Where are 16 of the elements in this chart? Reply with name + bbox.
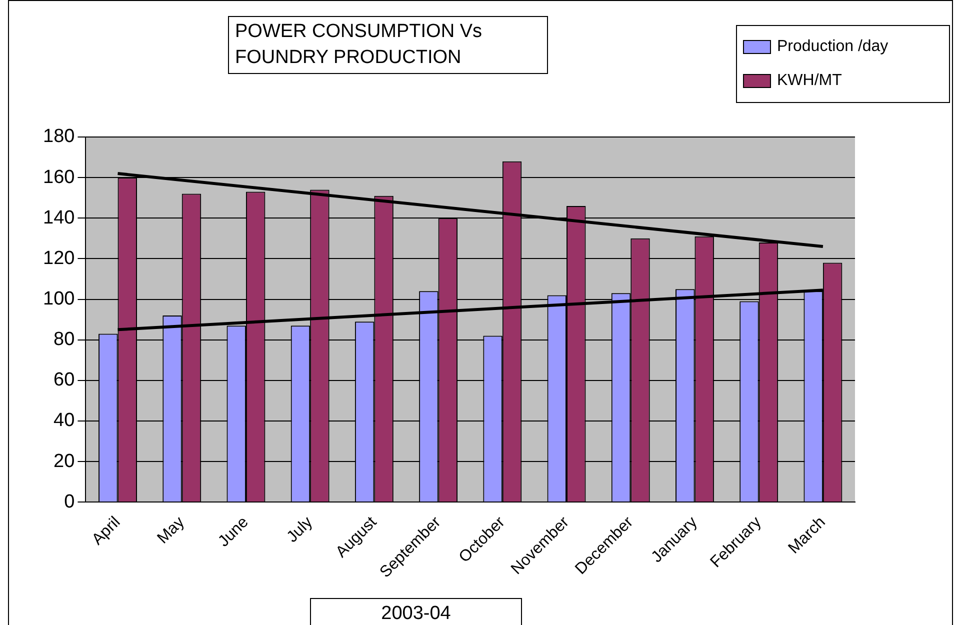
- y-tick-label: 0: [64, 491, 75, 512]
- x-axis-title: 2003-04: [310, 598, 522, 625]
- legend-label: KWH/MT: [777, 72, 842, 90]
- y-tick-label: 40: [54, 410, 75, 432]
- y-tick-label: 160: [43, 166, 75, 188]
- x-tick-label: July: [284, 514, 316, 546]
- y-tick-label: 120: [43, 248, 75, 269]
- y-tick-label: 20: [54, 450, 75, 472]
- y-tick-label: 100: [43, 288, 75, 310]
- y-tick-label: 180: [43, 126, 75, 148]
- y-tick-label: 60: [54, 370, 75, 391]
- chart-title: POWER CONSUMPTION Vs FOUNDRY PRODUCTION: [228, 16, 548, 74]
- x-tick-label: May: [154, 514, 188, 548]
- legend-label: Production /day: [777, 38, 888, 56]
- y-tick-label: 80: [54, 329, 75, 350]
- y-tick-label: 140: [43, 207, 75, 228]
